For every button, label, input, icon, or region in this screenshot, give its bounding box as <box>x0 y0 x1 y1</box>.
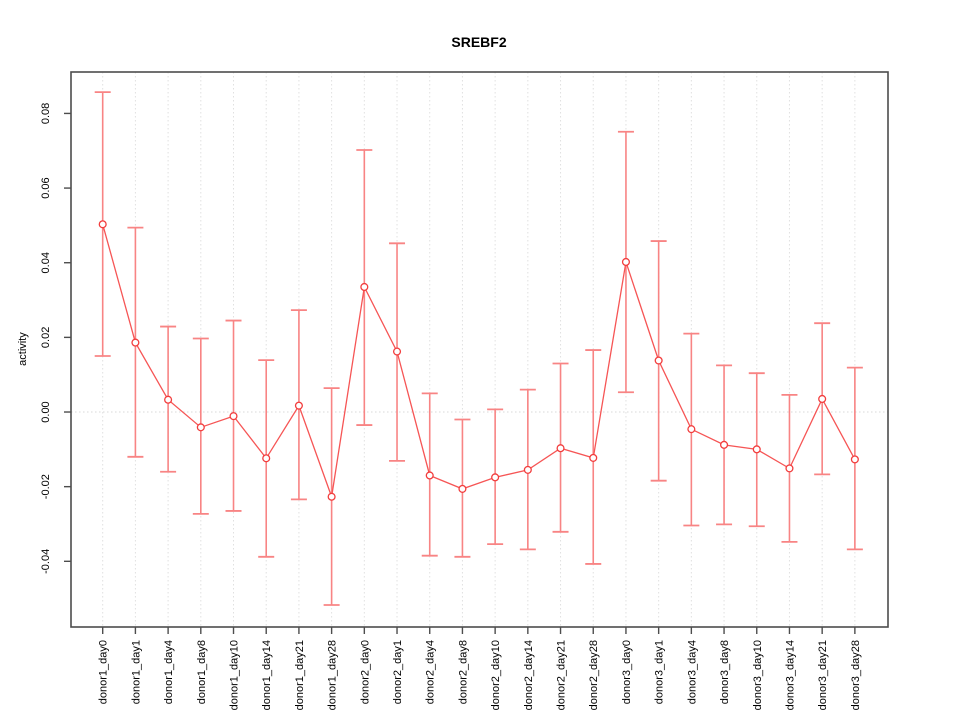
data-point <box>523 465 532 474</box>
y-tick-label: 0.02 <box>40 327 52 348</box>
series-line <box>102 224 856 497</box>
data-point <box>589 453 598 462</box>
y-tick-label: -0.04 <box>40 549 52 574</box>
x-tick-label: donor3_day1 <box>654 640 666 704</box>
data-point <box>131 338 140 347</box>
data-point <box>818 394 827 404</box>
y-tick-label: 0.00 <box>40 401 52 422</box>
x-tick-label: donor2_day4 <box>425 640 437 704</box>
y-tick-label: 0.04 <box>40 252 52 273</box>
x-tick-label: donor2_day21 <box>556 640 568 710</box>
data-point <box>164 395 173 404</box>
data-point <box>229 412 238 421</box>
y-tick-label: 0.06 <box>40 177 52 198</box>
axes-layer: 0.08 0.06 0.04 0.02 0.00 -0.02 -0.04 donor1_day… <box>40 71 889 710</box>
data-point <box>262 454 271 463</box>
plot-border <box>70 71 889 628</box>
x-tick-label: donor3_day21 <box>817 640 829 710</box>
x-tick-label: donor2_day1 <box>392 640 404 704</box>
x-tick-label: donor1_day28 <box>327 640 339 710</box>
data-point <box>458 484 467 493</box>
data-point <box>327 492 336 501</box>
x-tick-label: donor1_day0 <box>98 640 110 704</box>
error-bars-layer <box>94 91 863 606</box>
data-point <box>360 282 369 292</box>
data-point <box>654 356 663 365</box>
x-tick-label: donor1_day14 <box>261 640 273 710</box>
x-tick-label: donor1_day21 <box>294 640 306 710</box>
y-axis-label: activity <box>17 332 29 366</box>
x-tick-label: donor3_day8 <box>719 640 731 704</box>
x-tick-label: donor3_day28 <box>850 640 862 710</box>
data-point <box>491 473 500 482</box>
x-tick-label: donor3_day10 <box>752 640 764 710</box>
x-tick-label: donor2_day0 <box>359 640 371 704</box>
x-tick-label: donor2_day10 <box>490 640 502 710</box>
data-point <box>720 440 729 449</box>
series-layer <box>98 220 859 501</box>
x-tick-label: donor3_day0 <box>621 640 633 704</box>
x-tick-label: donor3_day4 <box>686 640 698 704</box>
data-point <box>752 445 761 454</box>
x-tick-label: donor1_day4 <box>163 640 175 704</box>
data-point <box>425 471 434 480</box>
data-point <box>556 444 565 453</box>
data-point <box>687 425 696 434</box>
gridlines-layer <box>71 72 888 627</box>
data-point <box>850 455 859 464</box>
data-point <box>392 347 402 356</box>
chart-title: SREBF2 <box>451 34 506 50</box>
x-tick-label: donor2_day8 <box>457 640 469 704</box>
x-tick-label: donor1_day10 <box>229 640 241 710</box>
x-tick-label: donor1_day1 <box>130 640 142 704</box>
data-point <box>98 220 107 229</box>
data-point <box>196 423 205 432</box>
data-point <box>785 464 794 473</box>
data-point <box>621 257 630 267</box>
y-tick-label: 0.08 <box>40 103 52 124</box>
data-point <box>294 401 303 410</box>
x-tick-label: donor2_day14 <box>523 640 535 710</box>
y-tick-label: -0.02 <box>40 474 52 499</box>
x-tick-label: donor3_day14 <box>784 640 796 710</box>
x-tick-label: donor2_day28 <box>588 640 600 710</box>
x-tick-label: donor1_day8 <box>196 640 208 704</box>
